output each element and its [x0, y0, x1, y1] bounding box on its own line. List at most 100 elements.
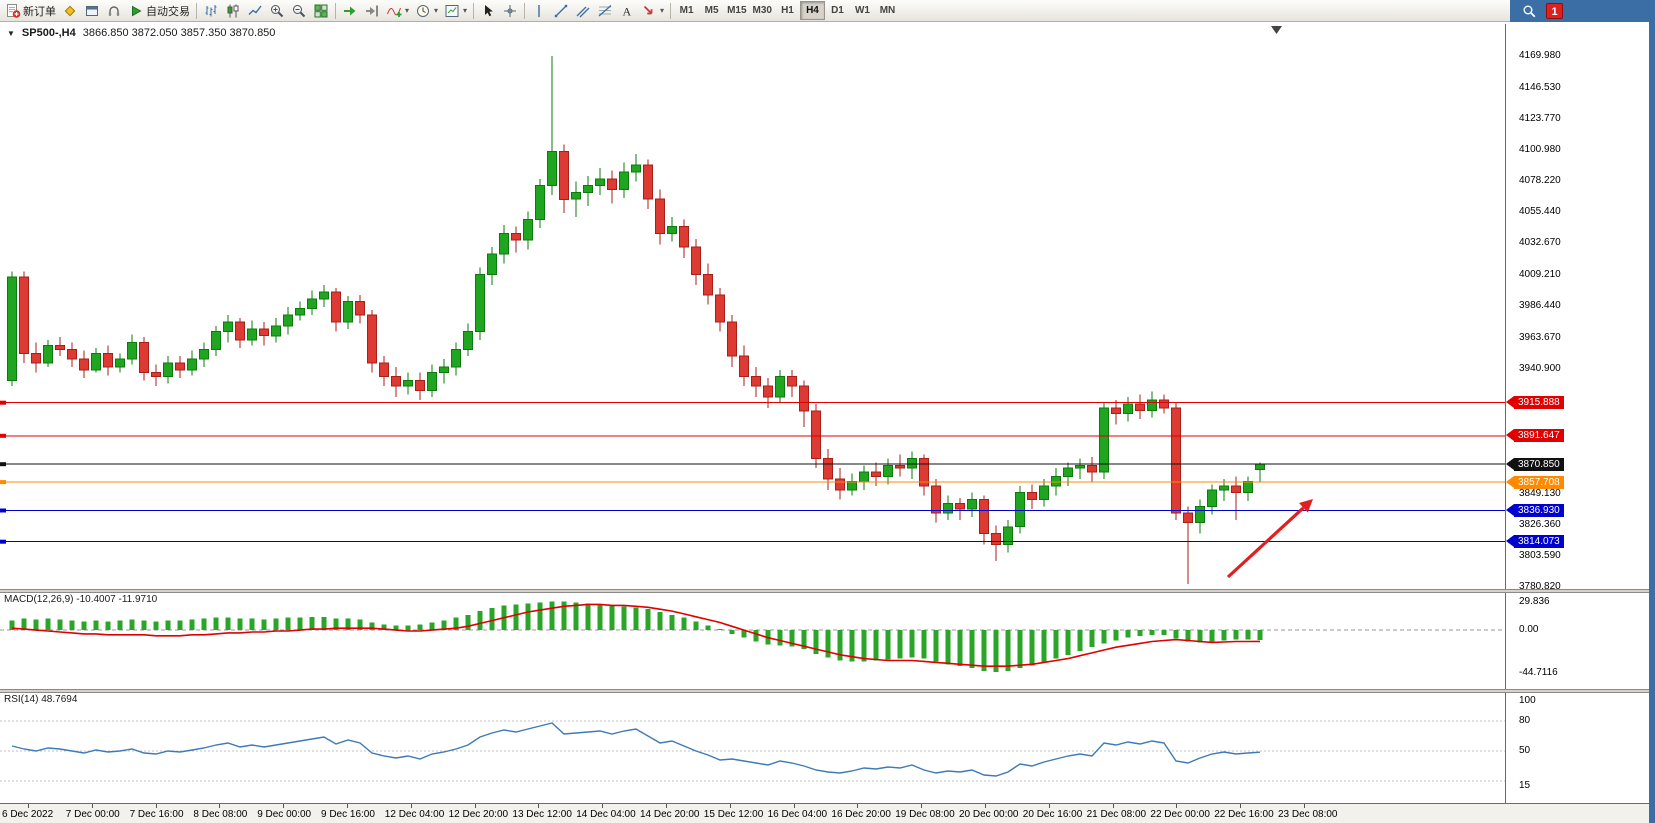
- macd-panel[interactable]: MACD(12,26,9) -10.4007 -11.9710: [0, 593, 1505, 689]
- level-arrow-icon: [1506, 396, 1514, 409]
- crosshair-button[interactable]: [499, 1, 521, 20]
- timeframe-m5-button[interactable]: M5: [699, 1, 724, 20]
- price-axis[interactable]: 4169.980 4146.530 4123.770 4100.980 4078.220…: [1505, 24, 1655, 592]
- arrows-button[interactable]: ▾: [638, 1, 667, 20]
- timeframe-h4-button[interactable]: H4: [799, 1, 825, 20]
- rsi-panel[interactable]: RSI(14) 48.7694: [0, 693, 1505, 803]
- time-tick: [602, 804, 604, 808]
- rsi-tick-label: 15: [1519, 780, 1531, 791]
- time-tick-label: 22 Dec 16:00: [1214, 809, 1274, 820]
- price-level-tag[interactable]: 3891.647: [1506, 429, 1564, 443]
- time-tick: [28, 804, 29, 808]
- price-tick-label: 4146.530: [1519, 81, 1561, 93]
- price-tick-label: 4123.770: [1519, 113, 1561, 125]
- timeframe-m1-button[interactable]: M1: [674, 1, 699, 20]
- tile-windows-button[interactable]: [310, 1, 332, 20]
- toolbar-separator: [524, 2, 526, 19]
- time-tick-label: 14 Dec 04:00: [576, 809, 636, 820]
- timeframe-d1-button[interactable]: D1: [825, 1, 850, 20]
- timeframe-w1-button[interactable]: W1: [850, 1, 875, 20]
- toolbar-separator: [670, 2, 672, 19]
- main-chart-plot[interactable]: ▼ SP500-,H4 3866.850 3872.050 3857.350 3…: [0, 24, 1505, 589]
- timeframe-m30-button[interactable]: M30: [750, 1, 775, 20]
- new-order-button[interactable]: 新订单: [2, 1, 59, 20]
- equidistant-channel-button[interactable]: [572, 1, 594, 20]
- time-tick: [1304, 804, 1305, 808]
- zoom-out-button[interactable]: [288, 1, 310, 20]
- fibonacci-button[interactable]: [594, 1, 616, 20]
- price-tick-label: 3826.360: [1519, 518, 1561, 530]
- timeframe-m15-button[interactable]: M15: [724, 1, 749, 20]
- vertical-line-button[interactable]: [528, 1, 550, 20]
- auto-scroll-button[interactable]: [339, 1, 361, 20]
- timeframe-toolbar: M1 M5 M15 M30 H1 H4 D1 W1 MN: [674, 1, 900, 20]
- text-label-button[interactable]: A: [616, 1, 638, 20]
- price-level-tag[interactable]: 3915.888: [1506, 396, 1564, 410]
- indicator-plus-icon: [386, 3, 402, 19]
- macd-tick-label: 29.836: [1519, 595, 1550, 607]
- panel-separator[interactable]: [0, 689, 1655, 693]
- play-icon: [128, 3, 144, 19]
- time-tick-label: 16 Dec 04:00: [767, 809, 828, 820]
- search-button[interactable]: [1520, 2, 1538, 20]
- price-tick-label: 4100.980: [1519, 144, 1561, 156]
- chart-shift-button[interactable]: [361, 1, 383, 20]
- candlestick-chart-button[interactable]: [222, 1, 244, 20]
- chart-dropdown-icon[interactable]: ▼: [7, 28, 15, 38]
- headphones-icon: [106, 3, 122, 19]
- time-tick-label: 21 Dec 08:00: [1086, 809, 1147, 820]
- templates-button[interactable]: ▾: [441, 1, 470, 20]
- price-tick-label: 4009.210: [1519, 269, 1561, 281]
- chart-shift-icon: [364, 3, 380, 19]
- market-watch-button[interactable]: [81, 1, 103, 20]
- time-tick: [1048, 804, 1050, 808]
- new-order-icon: [5, 3, 21, 19]
- price-level-tag[interactable]: 3870.850: [1506, 457, 1564, 471]
- time-tick-label: 19 Dec 08:00: [895, 809, 955, 820]
- vline-icon: [531, 3, 547, 19]
- line-chart-button[interactable]: [244, 1, 266, 20]
- crosshair-icon: [502, 3, 518, 19]
- price-level-tag[interactable]: 3857.708: [1506, 475, 1564, 489]
- zoom-in-button[interactable]: [266, 1, 288, 20]
- time-tick-label: 7 Dec 00:00: [65, 809, 120, 820]
- price-tick-label: 3963.670: [1519, 331, 1561, 343]
- notification-badge[interactable]: 1: [1546, 3, 1563, 19]
- price-tick-label: 4078.220: [1519, 175, 1561, 187]
- time-tick-label: 14 Dec 20:00: [640, 809, 700, 820]
- arrow-marker-icon: [641, 3, 657, 19]
- timeframe-mn-button[interactable]: MN: [875, 1, 900, 20]
- time-tick: [1112, 804, 1114, 808]
- indicators-button[interactable]: ▾: [383, 1, 412, 20]
- time-tick-label: 16 Dec 20:00: [831, 809, 891, 820]
- price-tick-label: 3986.440: [1519, 300, 1561, 312]
- rsi-label: RSI(14) 48.7694: [4, 694, 78, 705]
- chart-ohlc: 3866.850 3872.050 3857.350 3870.850: [82, 27, 276, 39]
- cursor-button[interactable]: [477, 1, 499, 20]
- time-tick-label: 15 Dec 12:00: [703, 809, 764, 820]
- zoom-out-icon: [291, 3, 307, 19]
- price-level-tag[interactable]: 3814.073: [1506, 535, 1564, 549]
- mql5-community-button[interactable]: [59, 1, 81, 20]
- trendline-button[interactable]: [550, 1, 572, 20]
- periods-button[interactable]: ▾: [412, 1, 441, 20]
- main-toolbar: 新订单 自动交易 ▾ ▾ ▾ A ▾ M1 M5 M15 M30 H1 H4 D1 W1 MN 1: [0, 0, 1655, 22]
- rsi-axis: 100 80 50 15: [1505, 693, 1655, 803]
- auto-trading-button[interactable]: 自动交易: [125, 1, 193, 20]
- new-order-button-label: 新订单: [23, 5, 56, 18]
- toolbar-separator: [335, 2, 336, 19]
- window-icon: [84, 3, 100, 19]
- panel-separator[interactable]: [0, 589, 1655, 593]
- time-tick: [1240, 804, 1242, 808]
- alerts-button[interactable]: [103, 1, 125, 20]
- price-level-tag[interactable]: 3836.930: [1506, 503, 1564, 517]
- time-tick-label: 20 Dec 00:00: [959, 809, 1019, 820]
- time-tick: [347, 804, 348, 808]
- timeframe-h1-button[interactable]: H1: [775, 1, 800, 20]
- price-tick-label: 4169.980: [1519, 49, 1561, 61]
- line-icon: [247, 3, 263, 19]
- time-axis[interactable]: 6 Dec 2022 7 Dec 00:00 7 Dec 16:00 8 Dec 08…: [0, 803, 1655, 823]
- toolbar-separator: [473, 2, 475, 19]
- bar-chart-button[interactable]: [200, 1, 222, 20]
- macd-label: MACD(12,26,9) -10.4007 -11.9710: [4, 594, 158, 605]
